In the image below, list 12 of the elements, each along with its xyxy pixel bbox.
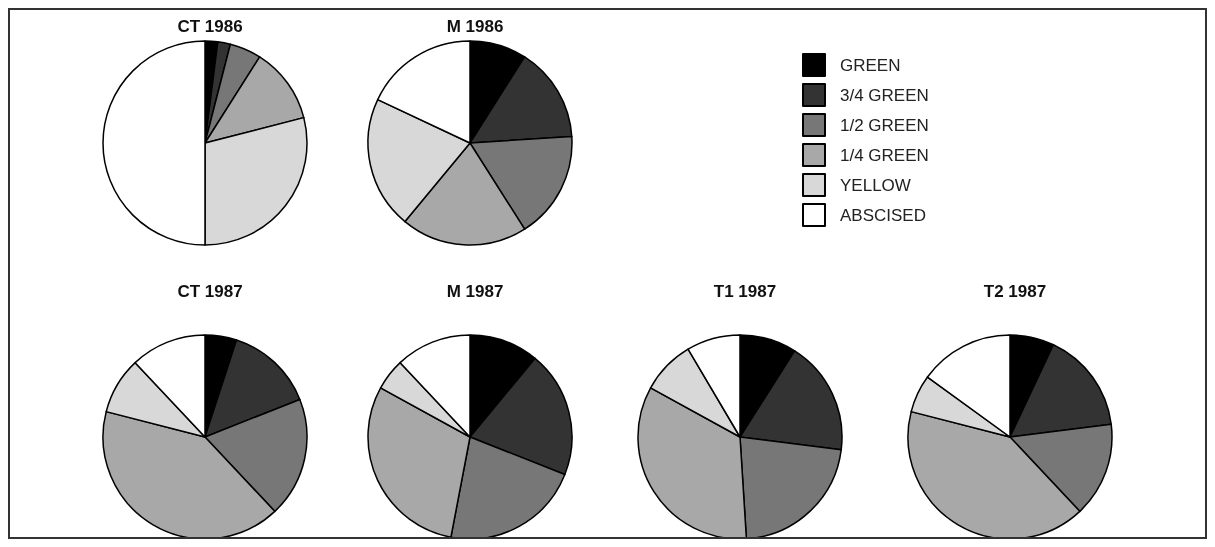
legend-label: 1/4 GREEN — [840, 145, 929, 165]
slice-label: M 1986 — [446, 17, 504, 36]
legend-label: ABSCISED — [840, 205, 926, 225]
legend-label: YELLOW — [840, 175, 911, 195]
legend-label: 1/2 GREEN — [840, 115, 929, 135]
legend-label: GREEN — [840, 55, 901, 75]
slice-label: CT 1986 — [177, 17, 243, 36]
slice-label: M 1987 — [446, 282, 504, 301]
slice-label: CT 1987 — [177, 282, 243, 301]
slice-label: T1 1987 — [713, 282, 777, 301]
slice-label: T2 1987 — [983, 282, 1047, 301]
legend-label: 3/4 GREEN — [840, 85, 929, 105]
